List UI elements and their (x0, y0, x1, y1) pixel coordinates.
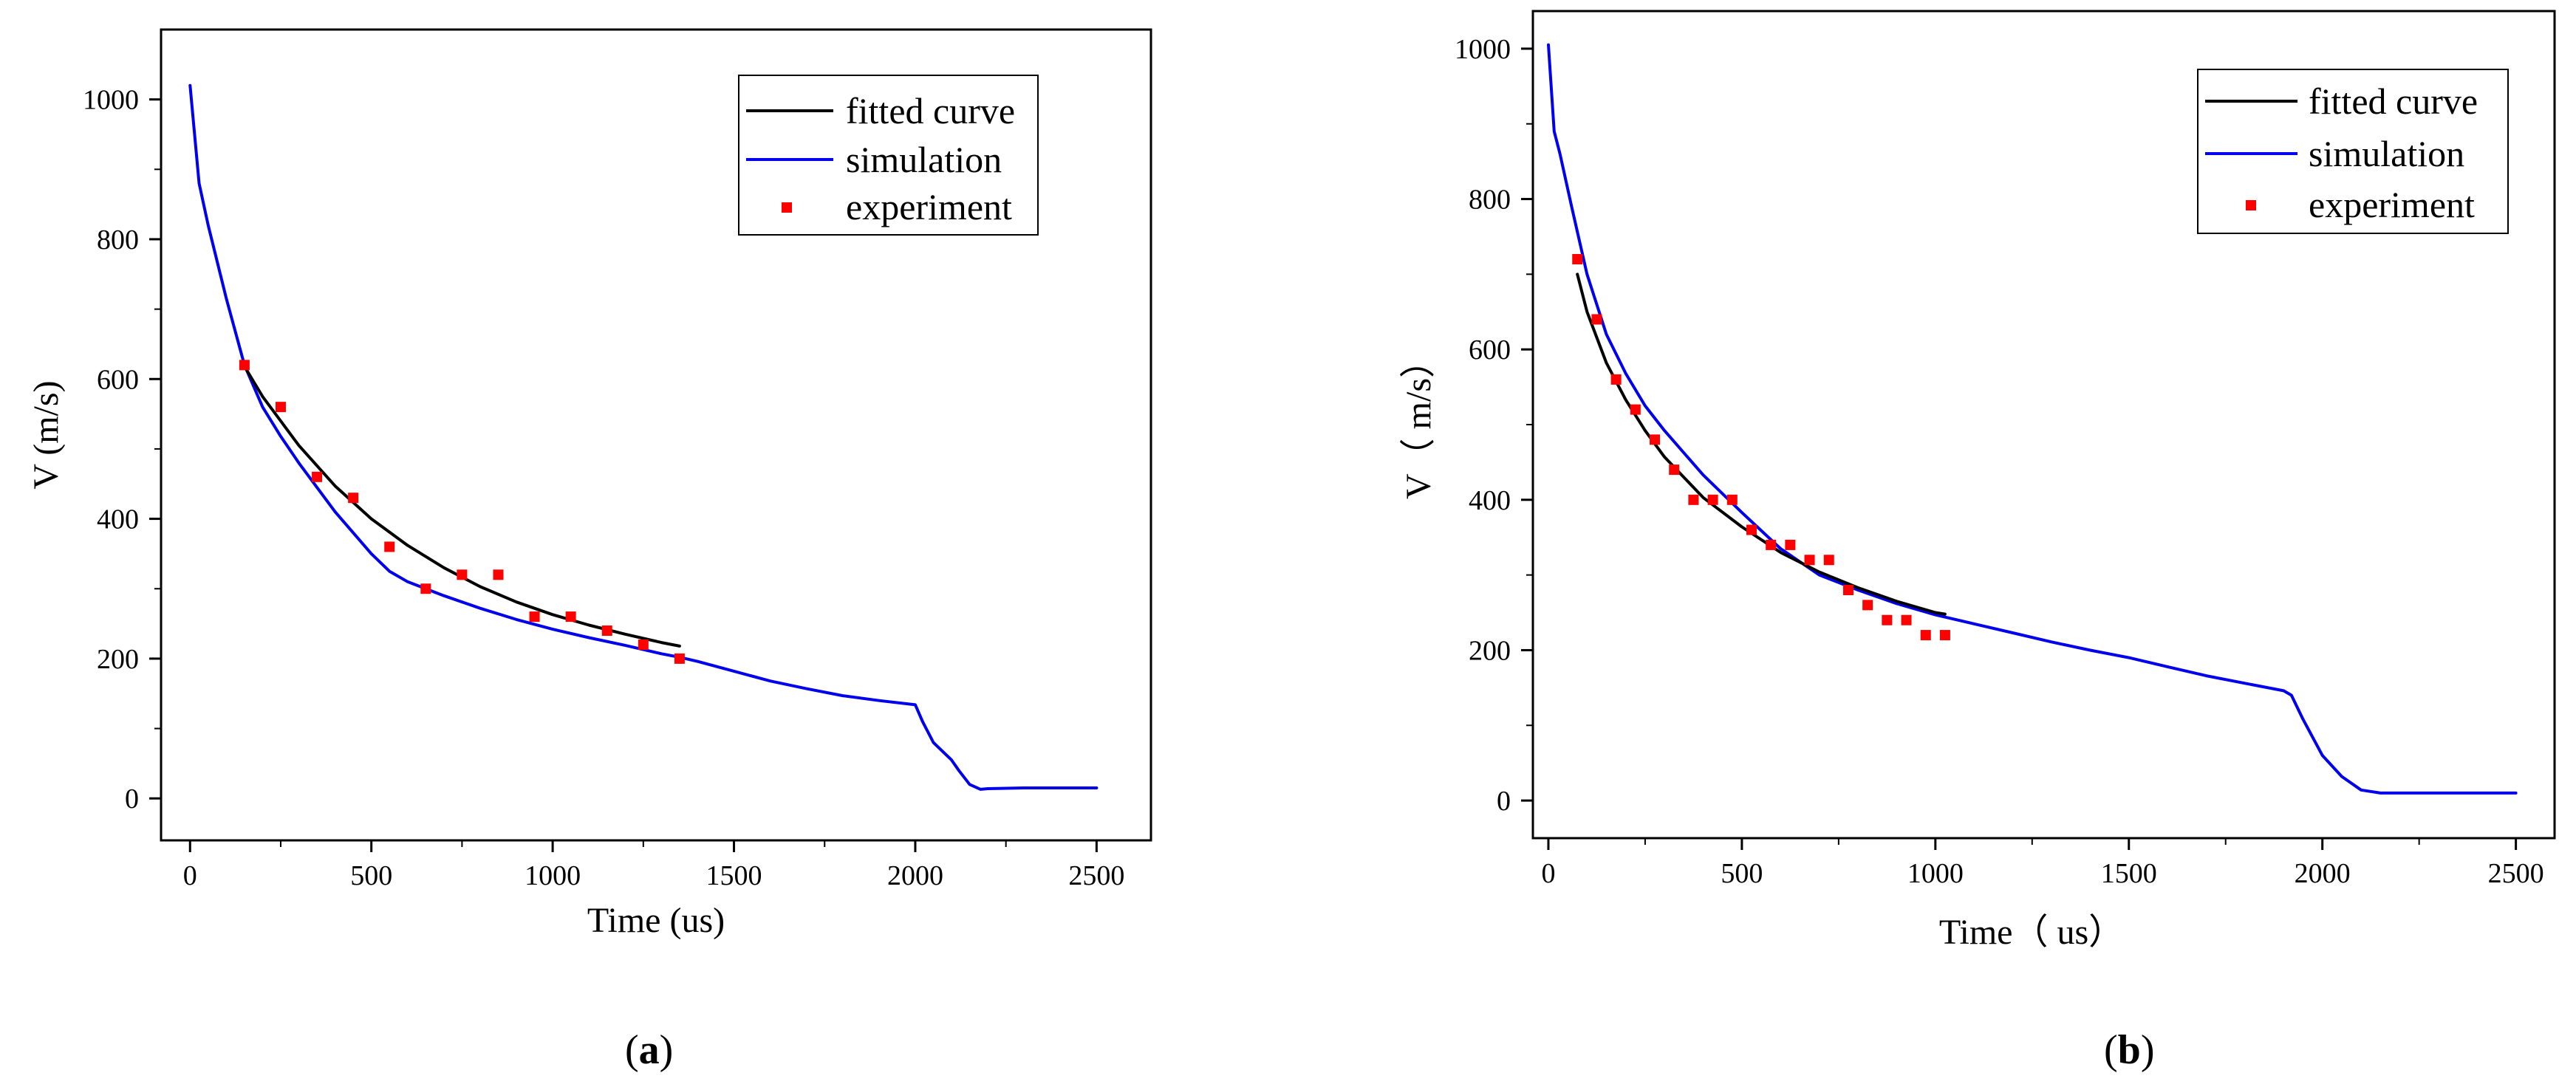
simulation-line (188, 83, 1099, 791)
experiment-point (1939, 630, 1950, 641)
panel-label-b: (b) (2104, 1027, 2154, 1073)
y-tick-label: 400 (1469, 485, 1511, 516)
y-tick-label: 200 (1469, 635, 1511, 666)
x-tick-label: 1500 (706, 860, 762, 891)
legend-experiment-label: experiment (846, 186, 1012, 227)
y-tick-label: 400 (97, 504, 139, 535)
experiment-point (601, 625, 612, 637)
panel-letter-a: a (639, 1027, 660, 1073)
experiment-point (1726, 494, 1738, 505)
legend: fitted curve simulation experiment (2197, 69, 2509, 234)
experiment-point (275, 402, 286, 413)
experiment-point (1572, 254, 1583, 264)
experiment-point (239, 360, 250, 371)
x-axis-label: Time (us) (587, 901, 725, 940)
y-axis-ticks: 0 200 400 600 800 1000 (1455, 34, 1533, 817)
experiment-point (1630, 404, 1641, 415)
experiment-point (1920, 630, 1931, 641)
y-tick-label: 600 (97, 364, 139, 395)
experiment-point (1669, 464, 1680, 476)
experiment-point (1610, 374, 1622, 385)
experiment-point (420, 583, 431, 594)
y-tick-label: 200 (97, 644, 139, 675)
experiment-point (493, 569, 504, 580)
x-tick-label: 500 (350, 860, 392, 891)
experiment-point (1862, 600, 1873, 611)
panel-label-a: (a) (625, 1027, 673, 1073)
series-group (1547, 43, 2518, 795)
legend: fitted curve simulation experiment (738, 75, 1039, 236)
experiment-point (638, 639, 649, 650)
legend-simulation-label: simulation (846, 139, 1002, 180)
experiment-point (1650, 434, 1661, 445)
panel-letter-b: b (2118, 1027, 2141, 1073)
y-tick-label: 800 (1469, 185, 1511, 216)
experiment-point (1591, 314, 1602, 325)
series-group (188, 83, 1099, 791)
chart-panel-b: 0 500 1000 1500 2000 2500 0 200 400 600 800 1000 T… (1399, 10, 2556, 1073)
fitted-curve-line (1576, 272, 1947, 616)
experiment-point (1901, 614, 1912, 625)
legend-experiment-label: experiment (2309, 184, 2475, 225)
experiment-point (1707, 494, 1718, 505)
legend-experiment-swatch (782, 202, 792, 213)
y-tick-label: 0 (125, 783, 139, 815)
y-axis-ticks: 0 200 400 600 800 1000 (83, 85, 161, 815)
legend-fitted-label: fitted curve (2309, 80, 2478, 122)
x-axis-ticks: 0 500 1000 1500 2000 2500 (1541, 838, 2544, 889)
y-tick-label: 1000 (1455, 34, 1511, 65)
experiment-point (565, 611, 576, 623)
x-tick-label: 1000 (525, 860, 581, 891)
experiment-point (1785, 539, 1796, 550)
legend-simulation-label: simulation (2309, 133, 2464, 174)
legend-experiment-swatch (2246, 200, 2256, 210)
y-tick-label: 600 (1469, 335, 1511, 366)
experiment-point (1766, 539, 1777, 550)
x-tick-label: 1000 (1907, 858, 1964, 889)
experiment-point (1804, 555, 1815, 566)
simulation-line (1547, 43, 2518, 795)
experiment-point (384, 541, 395, 552)
x-tick-label: 500 (1721, 858, 1763, 889)
x-tick-label: 2500 (1068, 860, 1124, 891)
y-axis-label: V (m/s) (27, 380, 66, 489)
chart-panel-a: 0 500 1000 1500 2000 2500 0 200 400 600 800 1000 T… (27, 28, 1152, 1073)
experiment-point (1823, 555, 1834, 566)
experiment-point (529, 611, 540, 623)
x-tick-label: 0 (183, 860, 197, 891)
x-tick-label: 0 (1541, 858, 1555, 889)
experiment-point (348, 493, 359, 504)
x-tick-label: 2000 (887, 860, 943, 891)
experiment-point (674, 653, 685, 664)
x-axis-label: Time（ us） (1939, 913, 2124, 952)
experiment-point (1746, 524, 1757, 535)
x-tick-label: 2500 (2488, 858, 2544, 889)
y-axis-label: V（ m/s） (1399, 343, 1438, 499)
x-tick-label: 2000 (2295, 858, 2351, 889)
plot-frame (160, 28, 1152, 842)
legend-fitted-label: fitted curve (846, 90, 1015, 131)
x-axis-ticks: 0 500 1000 1500 2000 2500 (183, 840, 1124, 891)
y-tick-label: 1000 (83, 85, 139, 116)
y-tick-label: 0 (1497, 786, 1511, 817)
experiment-point (312, 471, 323, 482)
experiment-point (1882, 614, 1893, 625)
y-tick-label: 800 (97, 224, 139, 256)
experiment-point (1688, 494, 1699, 505)
experiment-point (457, 569, 468, 580)
experiment-point (1842, 585, 1854, 595)
x-tick-label: 1500 (2101, 858, 2157, 889)
